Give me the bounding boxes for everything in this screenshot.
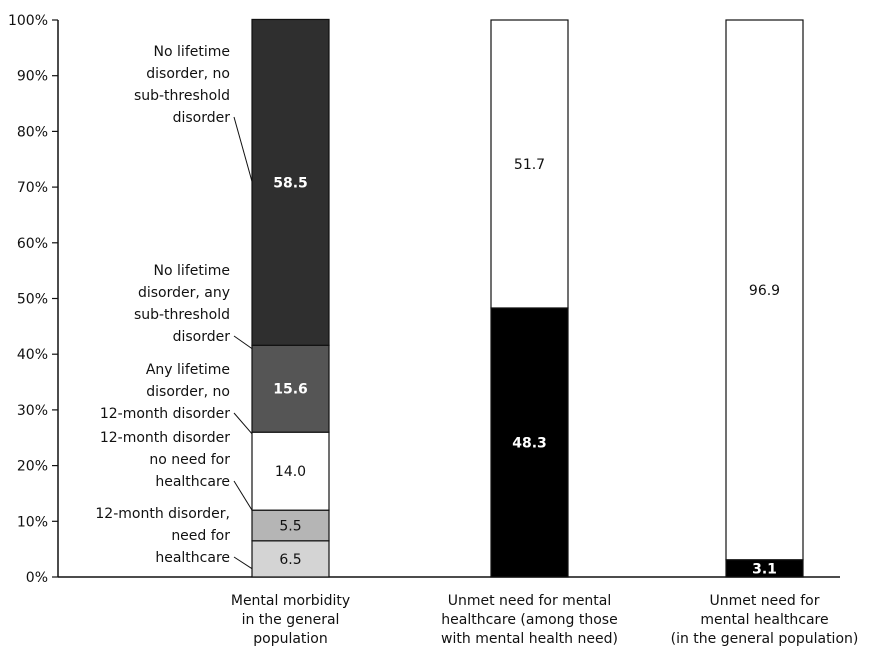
annotation-leader: [233, 556, 253, 570]
y-tick-label: 70%: [17, 180, 48, 196]
annotation-line: disorder, no: [146, 384, 230, 400]
y-tick-label: 40%: [17, 347, 48, 363]
annotations-group: No lifetime disorder, no sub-threshold diso…: [95, 44, 253, 570]
category-label: population: [253, 631, 328, 647]
category-label: with mental health need): [441, 631, 618, 647]
y-axis: 0% 10% 20% 30% 40% 50% 60% 70% 80% 90% 100%: [8, 13, 840, 586]
bar-segment-label: 51.7: [514, 157, 545, 173]
y-tick-label: 90%: [17, 69, 48, 85]
bar-segment-label: 3.1: [752, 561, 777, 577]
bar-segment: [490, 19, 569, 309]
y-tick-label: 10%: [17, 514, 48, 530]
category-label: Mental morbidity: [231, 593, 350, 609]
bar-segment: [725, 19, 804, 561]
annotation: No lifetime disorder, no sub-threshold diso…: [134, 44, 253, 182]
annotation-leader: [233, 480, 253, 511]
annotation: 12-month disorder no need for healthcare: [100, 430, 253, 511]
annotation-line: Any lifetime: [146, 362, 230, 378]
y-tick-label: 20%: [17, 459, 48, 475]
annotation-line: 12-month disorder,: [95, 506, 230, 522]
category-label: in the general: [242, 612, 340, 628]
annotation-line: 12-month disorder: [100, 406, 230, 422]
bar-segment-label: 15.6: [273, 382, 308, 398]
annotation: Any lifetime disorder, no 12-month disorde…: [100, 362, 253, 435]
bar-segment-label: 6.5: [279, 552, 301, 568]
category-labels: Mental morbidity in the general population…: [231, 593, 859, 647]
y-tick-label: 60%: [17, 236, 48, 252]
bars-group: 6.5 5.5 14.0 15.6 58.5 48.3 51.7 3.1 96.9: [251, 18, 804, 578]
bar-segment-label: 5.5: [279, 518, 301, 534]
bar-segment-label: 96.9: [749, 283, 780, 299]
annotation-line: disorder: [173, 110, 231, 126]
annotation: 12-month disorder, need for healthcare: [95, 506, 253, 570]
annotation-leader: [233, 116, 253, 182]
annotation-line: healthcare: [155, 474, 230, 490]
category-label: Unmet need for mental: [448, 593, 612, 609]
category-label: healthcare (among those: [441, 612, 617, 628]
bar-segment-label: 14.0: [275, 464, 306, 480]
annotation-line: need for: [171, 528, 230, 544]
annotation-line: disorder: [173, 329, 231, 345]
annotation: No lifetime disorder, any sub-threshold dis…: [134, 263, 253, 350]
y-tick-label: 100%: [8, 13, 48, 29]
bar-segment-label: 48.3: [512, 435, 547, 451]
annotation-leader: [233, 412, 253, 435]
annotation-line: disorder, no: [146, 66, 230, 82]
bar-segment: [251, 509, 330, 542]
y-tick-label: 0%: [26, 570, 48, 586]
annotation-line: healthcare: [155, 550, 230, 566]
bar-segment: [251, 540, 330, 578]
annotation-line: No lifetime: [154, 263, 230, 279]
annotation-line: sub-threshold: [134, 88, 230, 104]
annotation-line: No lifetime: [154, 44, 230, 60]
category-label: Unmet need for: [710, 593, 820, 609]
bar-segment: [251, 18, 330, 346]
bar-segment: [251, 431, 330, 511]
annotation-line: 12-month disorder: [100, 430, 230, 446]
bar-segment: [490, 307, 569, 578]
bar-segment: [251, 344, 330, 433]
y-tick-label: 30%: [17, 403, 48, 419]
y-tick-label: 50%: [17, 292, 48, 308]
annotation-line: no need for: [149, 452, 230, 468]
category-label: (in the general population): [671, 631, 859, 647]
bar-segment-label: 58.5: [273, 175, 308, 191]
annotation-line: sub-threshold: [134, 307, 230, 323]
annotation-line: disorder, any: [138, 285, 230, 301]
y-tick-label: 80%: [17, 124, 48, 140]
annotation-leader: [233, 335, 253, 350]
category-label: mental healthcare: [700, 612, 828, 628]
